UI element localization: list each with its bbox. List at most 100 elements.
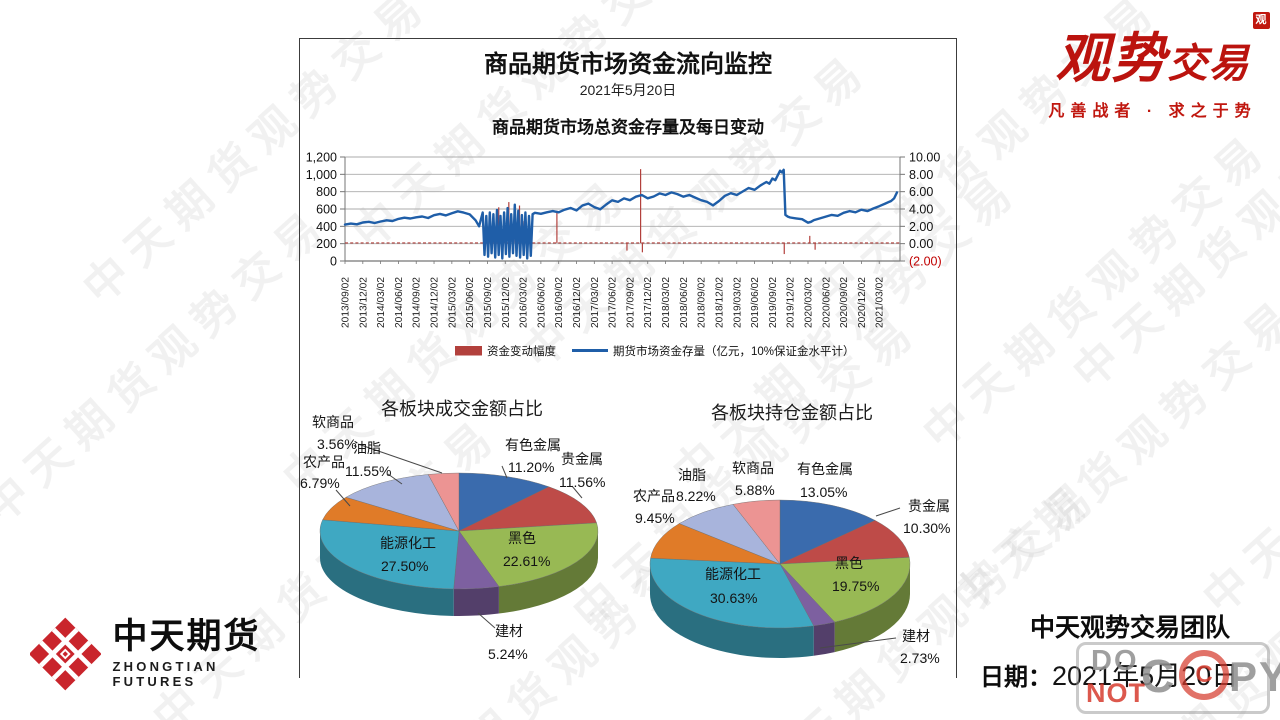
pie-label-value: 6.79% xyxy=(300,475,340,491)
pie-leader-line xyxy=(335,489,351,507)
pie-3d-svg xyxy=(649,499,911,658)
pie-label-value: 11.55% xyxy=(345,463,392,479)
pie-leader-line xyxy=(571,485,583,499)
x-axis-label: 2014/03/02 xyxy=(376,277,387,328)
watermark-text: 中天期货观势交易 xyxy=(944,287,1280,624)
x-axis-label: 2020/06/02 xyxy=(821,277,832,328)
pie-label-name: 能源化工 xyxy=(705,566,761,582)
line-chart-title: 商品期货市场总资金存量及每日变动 xyxy=(492,118,764,137)
series-fund-stock-line xyxy=(343,168,899,260)
pie-slice-side xyxy=(813,622,835,656)
y-axis-right-label: 10.00 xyxy=(909,151,940,165)
x-axis-label: 2018/09/02 xyxy=(697,277,708,328)
x-axis-label: 2015/06/02 xyxy=(465,277,476,328)
y-axis-left-label: 200 xyxy=(316,237,337,251)
pie-right-title: 各板块持仓金额占比 xyxy=(711,403,873,423)
watermark-text: 中天期货观势交易 xyxy=(0,197,340,534)
x-axis-label: 2013/09/02 xyxy=(341,277,352,328)
x-axis-label: 2018/12/02 xyxy=(714,277,725,328)
page-title: 商品期货市场资金流向监控 xyxy=(484,51,772,78)
guanshi-logo-part1: 观势 xyxy=(1055,29,1168,89)
x-axis-label: 2014/06/02 xyxy=(394,277,405,328)
pie-left-title: 各板块成交金额占比 xyxy=(381,399,543,419)
pie-leader-line xyxy=(819,637,897,649)
legend-label-stock: 期货市场资金存量（亿元，10%保证金水平计） xyxy=(613,344,855,358)
x-axis-label: 2015/12/02 xyxy=(501,277,512,328)
pie-slice xyxy=(458,486,597,532)
y-axis-right-label: 0.00 xyxy=(909,237,933,251)
pie-label-name: 建材 xyxy=(902,628,930,644)
guanshi-logo-part2: 交易 xyxy=(1167,41,1250,86)
line-chart: 0 200 400 600 800 1,000 1,200 (2.00) 0.00 2.00 4.0… xyxy=(306,151,942,359)
pie-slice-side xyxy=(834,564,910,653)
pie-slice xyxy=(427,472,460,532)
pie-3d-svg xyxy=(319,443,599,629)
pie-slice-side xyxy=(498,531,598,614)
x-axis-label: 2016/09/02 xyxy=(554,277,565,328)
y-axis-right-label: 4.00 xyxy=(909,203,933,217)
x-axis-label: 2014/09/02 xyxy=(412,277,423,328)
pie-label-value: 3.56% xyxy=(317,436,357,452)
pie-slice-side xyxy=(453,586,499,616)
guanshi-logo: 观势交易 观 凡善战者 · 求之于势 xyxy=(1030,12,1275,120)
pie-label-name: 黑色 xyxy=(508,530,536,546)
pie-label-value: 30.63% xyxy=(710,590,758,606)
team-name: 中天观势交易团队 xyxy=(1029,614,1230,642)
pie-label-name: 油脂 xyxy=(678,467,706,483)
pie-slice xyxy=(779,520,910,565)
guanshi-tagline: 凡善战者 · 求之于势 xyxy=(1048,103,1257,120)
legend-swatch-change xyxy=(455,346,482,356)
y-axis-right-label: 6.00 xyxy=(909,185,933,199)
pie-label-name: 软商品 xyxy=(732,460,774,476)
x-axis-label: 2018/06/02 xyxy=(679,277,690,328)
pie-label-name: 软商品 xyxy=(312,414,354,430)
x-axis-label: 2019/06/02 xyxy=(750,277,761,328)
pie-label-value: 11.56% xyxy=(559,474,606,490)
pie-leader-line xyxy=(875,507,901,517)
seal-icon: 观 xyxy=(1252,12,1270,29)
zhongtian-lattice-icon xyxy=(30,617,101,691)
x-axis-label: 2016/03/02 xyxy=(519,277,530,328)
x-axis-label: 2013/12/02 xyxy=(358,277,369,328)
zhongtian-name-en: ZHONGTIAN FUTURES xyxy=(112,658,219,689)
pie-chart-turnover: 有色金属 11.20% 贵金属 11.56% 黑色 22.61% 建材 5.24% 能源化工 27… xyxy=(298,400,623,685)
pie-slice-side xyxy=(320,531,454,616)
pie-label-value: 22.61% xyxy=(503,553,551,569)
x-axis-label: 2019/03/02 xyxy=(732,277,743,328)
guanshi-logo-text: 观势交易 观 xyxy=(1055,12,1270,93)
pie-label-name: 黑色 xyxy=(835,555,863,571)
pie-leader-line xyxy=(477,612,496,629)
pie-slice xyxy=(779,499,876,565)
y-axis-left-label: 600 xyxy=(316,203,337,217)
pie-label-name: 有色金属 xyxy=(505,437,561,453)
y-axis-left-label: 800 xyxy=(316,185,337,199)
pie-label-value: 13.05% xyxy=(800,484,848,500)
x-axis-label: 2016/06/02 xyxy=(536,277,547,328)
x-axis-label: 2015/09/02 xyxy=(483,277,494,328)
stamp-do: DO xyxy=(1091,645,1139,677)
x-axis-label: 2017/06/02 xyxy=(608,277,619,328)
pie-label-value: 2.73% xyxy=(900,650,940,666)
pie-label-name: 贵金属 xyxy=(908,498,950,514)
x-axis-label: 2017/03/02 xyxy=(590,277,601,328)
pie-label-value: 10.30% xyxy=(903,520,951,536)
y-axis-left-label: 400 xyxy=(316,220,337,234)
y-axis-left-label: 0 xyxy=(330,255,337,269)
pie-leader-line xyxy=(387,473,403,485)
pie-label-value: 5.24% xyxy=(488,646,528,662)
y-axis-right-label: 2.00 xyxy=(909,220,933,234)
stamp-c: C xyxy=(1141,650,1175,702)
x-axis-label: 2020/09/02 xyxy=(839,277,850,328)
pie-label-name: 能源化工 xyxy=(380,535,436,551)
pie-label-value: 19.75% xyxy=(832,578,880,594)
pie-label-value: 8.22% xyxy=(676,488,716,504)
zhongtian-name-cn: 中天期货 xyxy=(112,617,261,657)
y-axis-left-label: 1,200 xyxy=(306,151,337,165)
stamp-not: NOT xyxy=(1086,678,1146,708)
y-axis-right-label: 8.00 xyxy=(909,168,933,182)
pie-leader-line xyxy=(357,443,443,474)
y-axis-left-label: 1,000 xyxy=(306,168,337,182)
pie-label-value: 9.45% xyxy=(635,510,675,526)
x-axis-label: 2020/12/02 xyxy=(857,277,868,328)
